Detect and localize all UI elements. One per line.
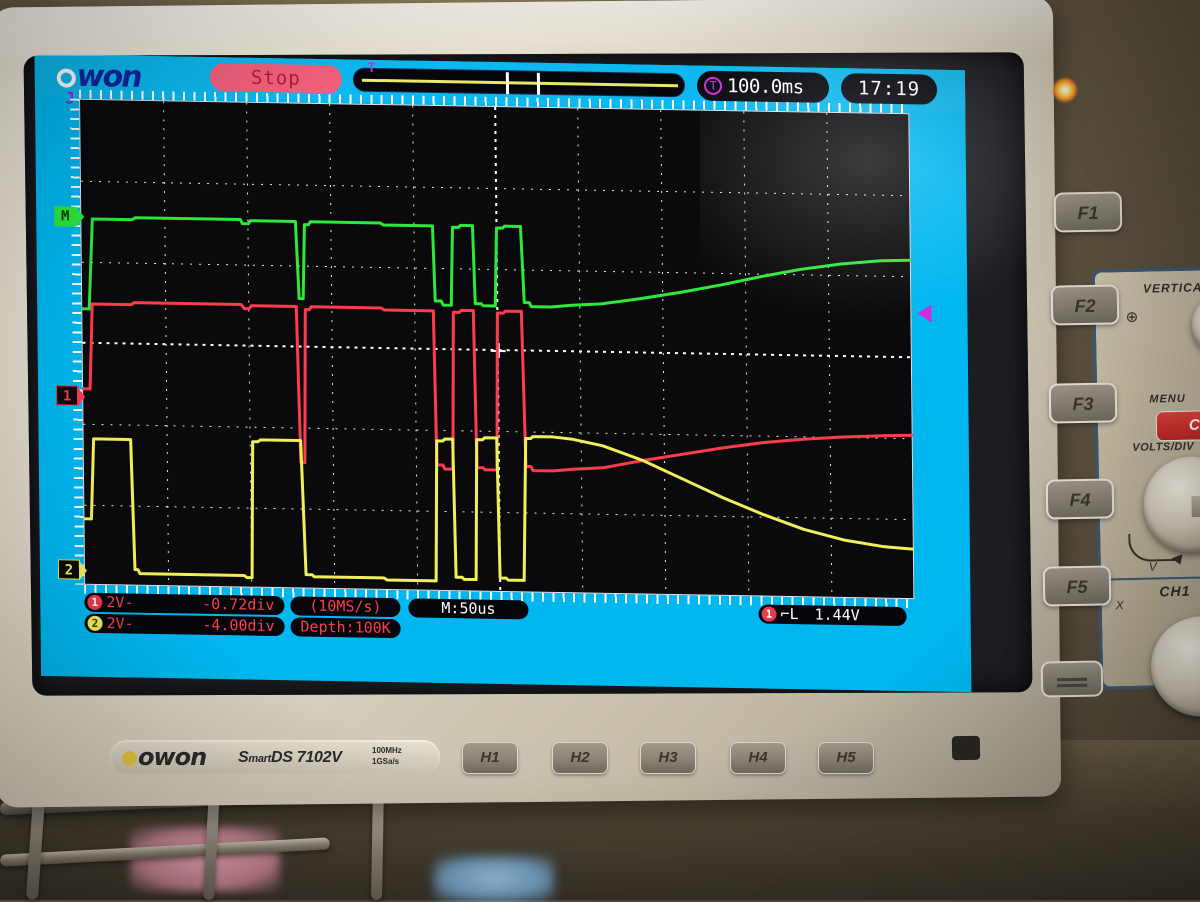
vertical-control-panel: VERTICAL ⊕ MENU CH1 VOLTS/DIV V mV CH1 X [1091, 266, 1200, 718]
ch1-status[interactable]: 1 2V- -0.72div [84, 592, 285, 616]
ch2-position-value: -4.00div [202, 615, 275, 636]
trigger-level-value: 1.44V [814, 605, 860, 625]
model-name: SmartDS 7102V [238, 749, 342, 766]
function-key-f5[interactable]: F5 [1042, 565, 1112, 607]
model-spec: 100MHz 1GSa/s [372, 745, 402, 767]
volts-per-div-label: VOLTS/DIV [1132, 440, 1195, 454]
h-key-h1[interactable]: H1 [462, 742, 518, 774]
h-key-h2[interactable]: H2 [552, 742, 608, 774]
trigger-source-dot: 1 [761, 606, 777, 622]
ch1-section-label: CH1 [1159, 582, 1191, 600]
background-blue-object [434, 856, 554, 902]
position-icon: ⊕ [1125, 308, 1139, 327]
trigger-edge-icon: ⌐L [780, 604, 799, 624]
bandwidth-label: 100MHz [372, 746, 402, 755]
ch2-indicator-dot: 2 [87, 615, 103, 632]
panel-divider [1107, 575, 1200, 581]
trace-ch1 [80, 301, 915, 473]
sample-rate-status: (10MS/s) [290, 596, 401, 618]
h-key-h5[interactable]: H5 [818, 742, 874, 774]
brand-logo: owon [122, 743, 207, 771]
trace-ch2 [81, 435, 915, 583]
ch2-position-badge[interactable]: 2 [57, 559, 81, 580]
vertical-position-knob[interactable] [1191, 293, 1200, 357]
menu-toggle-button[interactable] [1040, 660, 1104, 698]
rotation-arrow-icon [1128, 532, 1181, 563]
vertical-section-label: VERTICAL [1142, 280, 1200, 296]
math-position-badge[interactable]: M [54, 206, 77, 227]
timebase-icon: T [703, 76, 723, 96]
memory-position-bar[interactable]: T [352, 61, 686, 98]
ch1-volts-div: 2V- [106, 593, 134, 612]
ch2-status[interactable]: 2 2V- -4.00div [84, 613, 285, 637]
ch1-indicator-dot: 1 [87, 594, 103, 611]
ch1-position-badge[interactable]: 1 [56, 385, 79, 406]
sample-rate-label: 1GSa/s [372, 757, 400, 766]
memory-depth-status: Depth:100K [290, 617, 401, 639]
trigger-status[interactable]: 1 ⌐L 1.44V [758, 604, 907, 627]
waveform-traces [79, 216, 915, 583]
function-key-f2[interactable]: F2 [1050, 284, 1120, 326]
clock-display: 17:19 [840, 73, 938, 105]
function-key-f1[interactable]: F1 [1053, 191, 1123, 233]
function-key-f3[interactable]: F3 [1048, 382, 1118, 424]
h-key-h4[interactable]: H4 [730, 742, 786, 774]
display-screen: won Stop T T 100.0ms 17:19 J [34, 54, 972, 693]
x-axis-label: X [1115, 598, 1124, 613]
timebase-value: 100.0ms [726, 75, 804, 99]
memory-view-window[interactable] [505, 72, 541, 95]
menu-label: MENU [1149, 392, 1186, 406]
timebase-indicator: T 100.0ms [696, 70, 830, 103]
trace-math [79, 216, 913, 311]
h-key-h3[interactable]: H3 [640, 742, 696, 774]
trigger-position-marker: T [367, 60, 376, 76]
ch1-position-value: -0.72div [202, 594, 275, 615]
display-bezel: won Stop T T 100.0ms 17:19 J [23, 52, 1033, 696]
ch1-menu-button[interactable]: CH1 [1155, 409, 1200, 442]
ch2-volts-div: 2V- [106, 614, 134, 633]
main-timebase-status: M:50us [408, 598, 529, 620]
brand-plate: owon SmartDS 7102V 100MHz 1GSa/s [110, 740, 440, 774]
power-led-indicator [1053, 78, 1077, 102]
trigger-level-arrow[interactable] [917, 304, 932, 323]
run-state-indicator[interactable]: Stop [209, 63, 343, 94]
function-key-f4[interactable]: F4 [1045, 478, 1115, 520]
unit-volts-label: V [1148, 559, 1158, 574]
brand-logo-text: owon [138, 743, 207, 771]
blank-bezel-button[interactable] [951, 735, 981, 761]
